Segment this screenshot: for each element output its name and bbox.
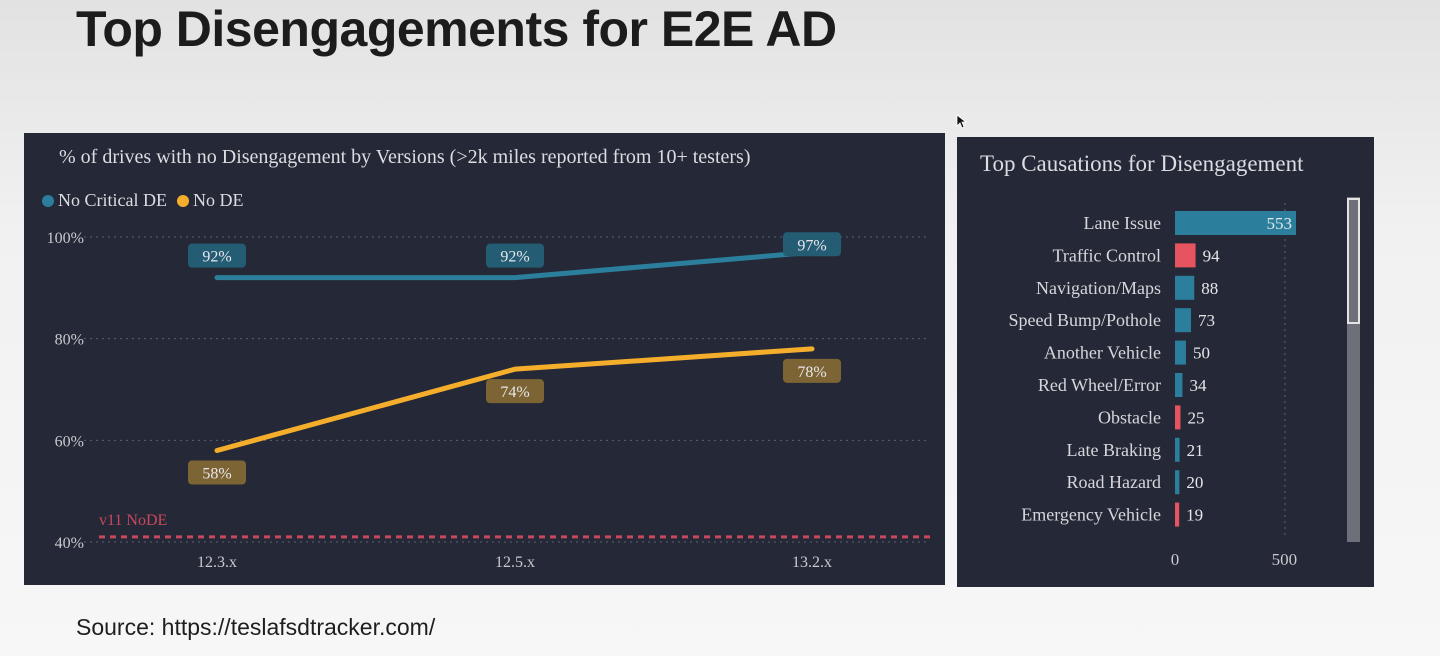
data-label: 78% xyxy=(797,364,826,381)
bar-value-label: 34 xyxy=(1189,376,1207,395)
reference-line-label: v11 NoDE xyxy=(99,512,167,529)
data-label-badge xyxy=(783,232,841,257)
category-label: Road Hazard xyxy=(1067,472,1161,492)
data-label: 58% xyxy=(202,466,231,483)
legend-label: No Critical DE xyxy=(58,190,167,210)
data-label-badge xyxy=(486,379,544,404)
bar-value-label: 73 xyxy=(1198,311,1215,330)
bar-value-label: 553 xyxy=(1267,214,1293,233)
data-label-badge xyxy=(188,460,246,485)
x-tick-label: 500 xyxy=(1272,550,1298,569)
bar xyxy=(1175,373,1183,397)
legend-item-no-de[interactable]: No DE xyxy=(176,190,244,211)
bar-chart-plot: 0 500 Lane Issue 553 Traffic Control 94 Naviga… xyxy=(1009,197,1360,569)
bar-chart-title: Top Causations for Disengagement xyxy=(980,151,1304,176)
line-chart-panel: % of drives with no Disengagement by Ver… xyxy=(24,133,945,585)
legend-dot-icon xyxy=(176,194,189,207)
data-label-badge xyxy=(783,358,841,383)
bar-value-label: 50 xyxy=(1193,344,1210,363)
category-label: Speed Bump/Pothole xyxy=(1009,310,1162,330)
bar-value-label: 20 xyxy=(1186,473,1203,492)
bar-chart-panel: Top Causations for Disengagement 0 500 Lan… xyxy=(957,137,1374,587)
scrollbar-thumb[interactable] xyxy=(1347,198,1360,324)
x-tick-label: 12.3.x xyxy=(197,554,237,571)
bar-value-label: 88 xyxy=(1201,279,1218,298)
legend-label: No DE xyxy=(192,190,244,210)
bar-value-label: 25 xyxy=(1187,408,1204,427)
x-tick-label: 12.5.x xyxy=(495,554,535,571)
mouse-cursor-icon xyxy=(956,114,968,129)
bar xyxy=(1175,275,1195,300)
data-label: 92% xyxy=(202,249,231,266)
y-tick-label: 100% xyxy=(47,230,84,247)
bar xyxy=(1175,243,1196,268)
y-tick-label: 40% xyxy=(55,535,84,552)
line-chart-title: % of drives with no Disengagement by Ver… xyxy=(59,146,751,168)
x-tick-label: 0 xyxy=(1171,550,1180,569)
y-tick-label: 80% xyxy=(55,332,84,349)
category-label: Obstacle xyxy=(1098,407,1161,427)
category-label: Late Braking xyxy=(1067,440,1161,460)
category-label: Traffic Control xyxy=(1052,245,1161,265)
bar-value-label: 21 xyxy=(1187,441,1204,460)
category-label: Emergency Vehicle xyxy=(1021,505,1161,525)
series-line-no-de xyxy=(214,346,815,453)
data-label-badge xyxy=(188,243,246,268)
bar xyxy=(1175,340,1186,365)
legend-item-no-critical-de[interactable]: No Critical DE xyxy=(42,190,167,211)
bar xyxy=(1175,437,1180,462)
bar-value-label: 19 xyxy=(1186,506,1203,525)
bar xyxy=(1175,211,1296,235)
category-label: Lane Issue xyxy=(1084,213,1161,233)
bar xyxy=(1175,470,1180,495)
bar xyxy=(1175,502,1180,527)
data-label: 74% xyxy=(500,384,529,401)
series-line-no-critical-de xyxy=(214,249,815,281)
category-label: Another Vehicle xyxy=(1044,343,1161,363)
x-tick-label: 13.2.x xyxy=(792,554,832,571)
bar xyxy=(1175,308,1191,333)
scrollbar-track xyxy=(1347,197,1360,542)
y-tick-label: 60% xyxy=(55,433,84,450)
category-label: Navigation/Maps xyxy=(1036,278,1161,298)
bar xyxy=(1175,405,1181,430)
line-chart-plot: 100% 80% 60% 40% 12.3.x 12.5.x 13.2.x v11 NoDE 9… xyxy=(47,230,934,571)
data-label: 92% xyxy=(500,249,529,266)
data-label: 97% xyxy=(797,237,826,254)
line-chart-legend: No Critical DE No DE xyxy=(42,190,253,211)
bar-value-label: 94 xyxy=(1203,246,1221,265)
category-label: Red Wheel/Error xyxy=(1038,375,1161,395)
slide-title: Top Disengagements for E2E AD xyxy=(76,1,837,57)
legend-dot-icon xyxy=(42,194,54,207)
data-label-badge xyxy=(486,243,544,268)
source-citation: Source: https://teslafsdtracker.com/ xyxy=(76,614,436,640)
